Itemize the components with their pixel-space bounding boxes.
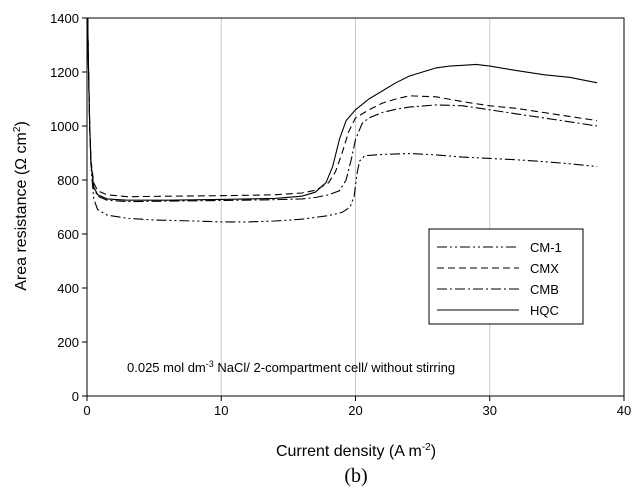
y-tick-label-800: 800 — [57, 173, 79, 188]
legend: CM-1 CMX CMB HQC — [428, 228, 584, 325]
panel-label: (b) — [344, 465, 367, 487]
y-tick-label-400: 400 — [57, 281, 79, 296]
x-tick-label-0: 0 — [83, 403, 90, 418]
y-tick-label-600: 600 — [57, 227, 79, 242]
condition-annotation: 0.025 mol dm-3 NaCl/ 2-compartment cell/… — [127, 359, 455, 375]
legend-label-cmx: CMX — [530, 261, 559, 276]
series-lines — [87, 17, 598, 223]
y-tick-label-1200: 1200 — [50, 65, 79, 80]
legend-label-cm-1: CM-1 — [530, 240, 562, 255]
y-tick-label-1400: 1400 — [50, 11, 79, 26]
x-axis-label: Current density (A m-2) — [276, 442, 436, 460]
y-tick-label-200: 200 — [57, 335, 79, 350]
x-tick-label-20: 20 — [348, 403, 362, 418]
y-tick-labels: 0 200 400 600 800 1000 1200 1400 — [50, 11, 79, 404]
vertical-grid-lines — [220, 18, 491, 396]
series-line-hqc — [87, 17, 598, 201]
series-line-cm-1 — [87, 17, 598, 223]
legend-box — [428, 228, 584, 325]
legend-label-cmb: CMB — [530, 282, 559, 297]
x-tick-label-40: 40 — [617, 403, 631, 418]
axis-ticks — [82, 17, 625, 401]
y-axis-label: Area resistance (Ω cm2) — [12, 121, 30, 291]
legend-label-hqc: HQC — [530, 303, 559, 318]
x-tick-label-30: 30 — [483, 403, 497, 418]
series-line-cmx — [87, 17, 598, 198]
series-line-cmb — [87, 17, 598, 203]
y-tick-label-1000: 1000 — [50, 119, 79, 134]
plot-area-frame — [86, 17, 625, 397]
y-tick-label-0: 0 — [72, 389, 79, 404]
x-tick-labels: 0 10 20 30 40 — [83, 403, 631, 418]
x-tick-label-10: 10 — [214, 403, 228, 418]
